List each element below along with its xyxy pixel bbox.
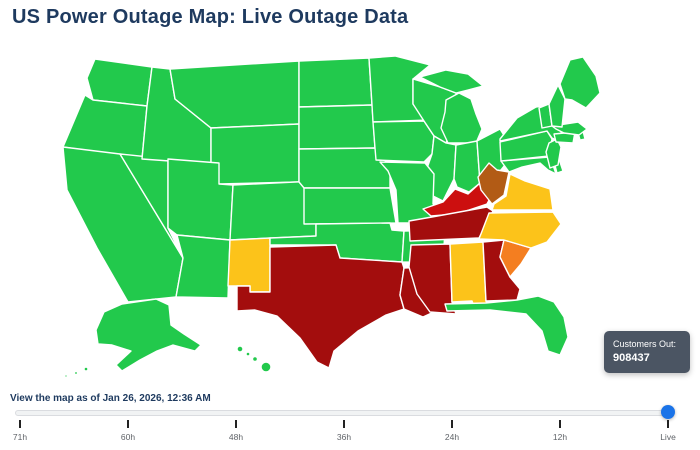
state-north-carolina[interactable] <box>478 211 562 249</box>
tick-label: 71h <box>12 432 28 442</box>
state-kansas[interactable] <box>303 187 397 225</box>
state-tennessee[interactable] <box>408 206 494 242</box>
tick-mark-icon <box>451 420 453 428</box>
customers-out-tooltip: Customers Out: 908437 <box>604 331 690 373</box>
tick-label: 48h <box>228 432 244 442</box>
state-new-jersey[interactable] <box>545 138 562 169</box>
tick-mark-icon <box>343 420 345 428</box>
state-washington[interactable] <box>86 58 153 107</box>
tick-label: Live <box>660 432 676 442</box>
timeline-slider-handle[interactable] <box>661 405 675 419</box>
state-arizona[interactable] <box>175 234 231 299</box>
tick-mark-icon <box>19 420 21 428</box>
timeline-caption: View the map as of Jan 26, 2026, 12:36 A… <box>10 393 211 404</box>
state-north-dakota[interactable] <box>298 57 373 108</box>
tick-label: 36h <box>336 432 352 442</box>
state-new-hampshire[interactable] <box>548 84 566 128</box>
timeline-ticks: 71h 60h 48h 36h 24h 12h Live <box>0 420 700 446</box>
timeline-slider-track[interactable] <box>15 410 672 416</box>
tick-mark-icon <box>127 420 129 428</box>
tooltip-label: Customers Out: <box>613 339 677 349</box>
state-west-virginia[interactable] <box>477 162 510 205</box>
tick-label: 60h <box>120 432 136 442</box>
tick-mark-icon <box>667 420 669 428</box>
state-south-dakota[interactable] <box>298 104 376 150</box>
page-title: US Power Outage Map: Live Outage Data <box>12 6 409 28</box>
state-florida[interactable] <box>444 295 569 356</box>
state-michigan[interactable] <box>419 69 484 144</box>
state-wyoming[interactable] <box>210 123 300 185</box>
state-hawaii[interactable] <box>236 345 272 373</box>
state-iowa[interactable] <box>372 120 435 163</box>
state-alaska[interactable] <box>63 298 202 379</box>
tick-mark-icon <box>559 420 561 428</box>
tick-mark-icon <box>235 420 237 428</box>
tick-label: 24h <box>444 432 460 442</box>
tooltip-value: 908437 <box>613 351 650 364</box>
state-maine[interactable] <box>559 56 601 109</box>
state-new-mexico[interactable] <box>227 237 271 293</box>
tick-label: 12h <box>552 432 568 442</box>
state-texas[interactable] <box>236 244 405 369</box>
state-virginia[interactable] <box>491 173 554 211</box>
state-colorado[interactable] <box>229 180 317 241</box>
state-indiana[interactable] <box>453 140 481 193</box>
